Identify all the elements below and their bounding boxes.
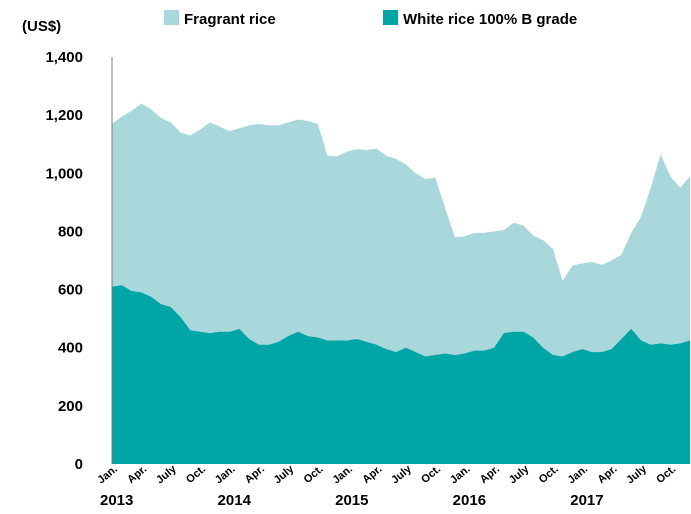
x-tick-month-label: July: [507, 463, 532, 487]
x-tick-month-label: Apr.: [360, 463, 384, 486]
x-tick-month-label: Jan.: [330, 463, 355, 486]
x-tick-month-label: Oct.: [302, 463, 326, 486]
x-tick-month-label: Jan.: [213, 463, 238, 486]
x-tick-month-label: Apr.: [125, 463, 149, 486]
y-axis-unit-label: (US$): [22, 18, 61, 35]
x-tick-month-label: Apr.: [478, 463, 502, 486]
x-tick-month-label: Oct.: [419, 463, 443, 486]
x-tick-year-label: 2016: [453, 492, 486, 509]
x-tick-month-label: Oct.: [654, 463, 678, 486]
x-tick-month-label: Apr.: [243, 463, 267, 486]
x-tick-month-label: July: [389, 463, 414, 487]
y-tick-label: 400: [58, 340, 83, 357]
legend-label-white-rice: White rice 100% B grade: [403, 11, 577, 28]
y-tick-label: 600: [58, 282, 83, 299]
legend-swatch-fragrant-rice: [164, 10, 179, 25]
x-tick-month-label: Oct.: [184, 463, 208, 486]
x-tick-year-label: 2017: [570, 492, 603, 509]
y-tick-label: 1,200: [45, 107, 83, 124]
x-tick-month-label: Jan.: [448, 463, 473, 486]
y-tick-label: 1,400: [45, 49, 83, 66]
x-tick-month-label: July: [272, 463, 297, 487]
x-tick-year-label: 2013: [100, 492, 133, 509]
x-tick-month-label: Jan.: [566, 463, 591, 486]
x-tick-month-label: Oct.: [537, 463, 561, 486]
legend-label-fragrant-rice: Fragrant rice: [184, 11, 276, 28]
x-tick-month-label: Jan.: [95, 463, 120, 486]
y-axis-ticks: 0 200 400 600 800 1,000 1,200 1,400: [45, 49, 83, 473]
x-tick-year-label: 2015: [335, 492, 368, 509]
y-tick-label: 200: [58, 398, 83, 415]
legend-swatch-white-rice: [383, 10, 398, 25]
x-tick-month-label: July: [624, 463, 649, 487]
x-tick-month-label: July: [154, 463, 179, 487]
legend: Fragrant rice White rice 100% B grade: [164, 10, 577, 28]
area-white-rice: [112, 285, 690, 464]
x-tick-year-label: 2014: [218, 492, 252, 509]
y-tick-label: 0: [75, 456, 83, 473]
y-tick-label: 1,000: [45, 165, 83, 182]
y-tick-label: 800: [58, 223, 83, 240]
x-tick-month-label: Apr.: [595, 463, 619, 486]
